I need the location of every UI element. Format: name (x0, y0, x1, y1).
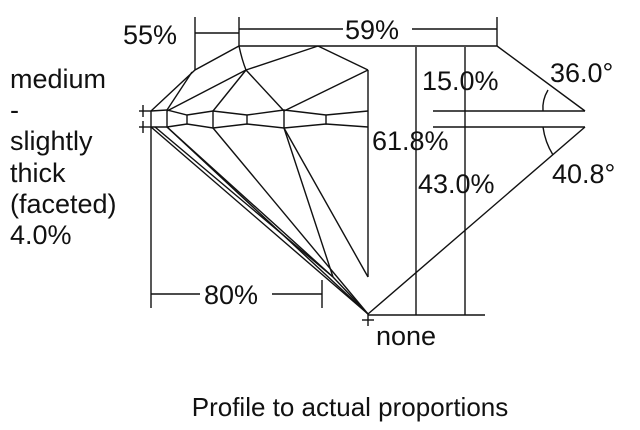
total-depth-label: 61.8% (372, 126, 449, 156)
diamond-outline (150, 45, 586, 315)
pavilion-angle-label: 40.8° (552, 159, 615, 189)
crown-height-label: 55% (123, 20, 177, 50)
table-label: 59% (345, 15, 399, 45)
girdle-label-line: - (10, 95, 19, 125)
girdle-label-line: medium (10, 64, 106, 94)
crown-depth-label: 15.0% (422, 66, 499, 96)
girdle-label-line: 4.0% (10, 220, 72, 250)
pavilion-depth-label: 43.0% (418, 169, 495, 199)
crown-angle-label: 36.0° (550, 58, 613, 88)
caption: Profile to actual proportions (192, 392, 509, 422)
girdle-label: medium - slightly thick (faceted) 4.0% (10, 64, 117, 250)
girdle-label-line: slightly (10, 126, 93, 156)
girdle-label-line: thick (10, 158, 66, 188)
girdle-label-line: (faceted) (10, 189, 117, 219)
culet-label: none (376, 321, 436, 351)
lower-half-label: 80% (204, 280, 258, 310)
dimension-lines (139, 17, 554, 326)
